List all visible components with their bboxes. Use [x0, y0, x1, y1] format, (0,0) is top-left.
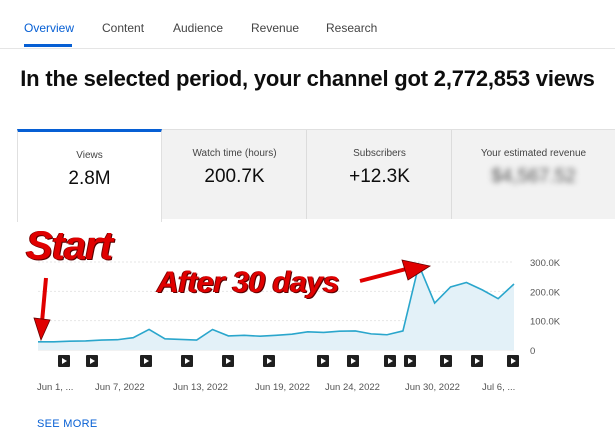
x-tick-label: Jun 19, 2022	[255, 382, 310, 393]
tab-research[interactable]: Research	[326, 21, 378, 35]
play-icon	[185, 358, 190, 364]
play-icon	[226, 358, 231, 364]
play-icon	[388, 358, 393, 364]
x-tick-label: Jun 24, 2022	[325, 382, 380, 393]
metric-card-watch-time[interactable]: Watch time (hours) 200.7K	[162, 130, 307, 219]
arrowhead-icon	[33, 317, 51, 342]
page-headline: In the selected period, your channel got…	[20, 66, 595, 91]
metric-card-subscribers[interactable]: Subscribers +12.3K	[307, 130, 452, 219]
metric-value: 200.7K	[204, 166, 265, 187]
y-tick-label: 100.0K	[530, 317, 561, 328]
metric-label: Subscribers	[353, 148, 406, 159]
divider	[451, 130, 452, 219]
play-icon	[321, 358, 326, 364]
see-more-link[interactable]: SEE MORE	[37, 418, 98, 430]
y-tick-label: 200.0K	[530, 287, 561, 298]
metric-card-revenue[interactable]: Your estimated revenue $4,567.52	[452, 130, 615, 219]
play-icon	[90, 358, 95, 364]
play-icon	[408, 358, 413, 364]
x-tick-label: Jul 6, ...	[482, 382, 515, 393]
play-icon	[511, 358, 516, 364]
divider	[306, 130, 307, 219]
play-icon	[144, 358, 149, 364]
metric-card-views[interactable]: Views 2.8M	[17, 129, 162, 222]
metric-cards: Views 2.8M Watch time (hours) 200.7K Sub…	[17, 129, 615, 222]
metric-value: 2.8M	[68, 168, 111, 189]
active-tab-indicator	[24, 44, 72, 47]
metric-value: +12.3K	[349, 166, 410, 187]
y-tick-label: 0	[530, 346, 535, 357]
tab-revenue[interactable]: Revenue	[251, 21, 300, 35]
x-tick-label: Jun 7, 2022	[95, 382, 145, 393]
annotation-after-30-days: After 30 days	[157, 266, 339, 299]
views-line	[38, 262, 515, 343]
x-tick-label: Jun 30, 2022	[405, 382, 460, 393]
y-tick-label: 300.0K	[530, 258, 561, 269]
metric-label: Watch time (hours)	[192, 148, 277, 159]
play-icon	[267, 358, 272, 364]
metric-label: Views	[76, 150, 103, 161]
metric-label: Your estimated revenue	[480, 148, 587, 159]
metric-value-blurred: $4,567.52	[491, 166, 576, 187]
play-icon	[444, 358, 449, 364]
arrowhead-icon	[401, 259, 432, 281]
tab-bar: Overview Content Audience Revenue Resear…	[0, 0, 615, 49]
tab-overview[interactable]: Overview	[24, 21, 75, 35]
tab-audience[interactable]: Audience	[173, 21, 224, 35]
annotation-arrow-start	[40, 277, 48, 323]
annotation-start: Start	[26, 224, 113, 268]
play-icon	[475, 358, 480, 364]
play-icon	[62, 358, 67, 364]
x-tick-label: Jun 1, ...	[37, 382, 73, 393]
annotation-arrow-after	[359, 266, 411, 283]
play-icon	[351, 358, 356, 364]
tab-content[interactable]: Content	[102, 21, 145, 35]
x-tick-label: Jun 13, 2022	[173, 382, 228, 393]
